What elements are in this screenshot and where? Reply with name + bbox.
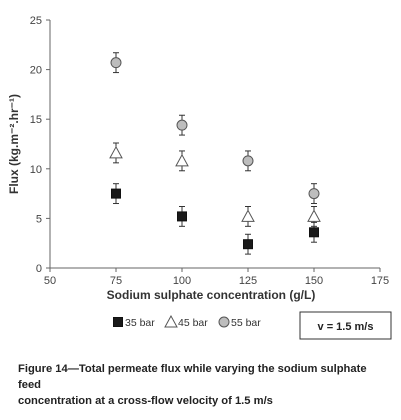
legend: 35 bar 45 bar 55 bar — [113, 314, 261, 329]
x-tick-label: 75 — [110, 275, 122, 287]
point-45-bar — [241, 209, 255, 222]
point-55-bar — [176, 119, 188, 131]
y-tick-label: 20 — [30, 65, 42, 77]
x-axis-label: Sodium sulphate concentration (g/L) — [107, 288, 316, 302]
x-tick-label: 175 — [371, 275, 389, 287]
caption-line-1: Figure 14—Total permeate flux while vary… — [18, 363, 367, 391]
annotation-text: v = 1.5 m/s — [318, 321, 374, 333]
chart: 0 5 10 15 20 25 50 75 100 125 150 175 Sodium sulphat… — [7, 15, 392, 340]
point-55-bar — [110, 57, 122, 69]
point-45-bar — [175, 153, 189, 167]
legend-label-45-bar: 45 bar — [178, 317, 208, 329]
y-tick-label: 15 — [30, 114, 42, 126]
axes: 0 5 10 15 20 25 50 75 100 125 150 175 Sodium sulphat… — [7, 15, 389, 302]
y-tick-label: 5 — [36, 213, 42, 225]
legend-label-55-bar: 55 bar — [231, 317, 261, 329]
x-tick-label: 100 — [173, 275, 191, 287]
y-tick-label: 10 — [30, 164, 42, 176]
legend-label-35-bar: 35 bar — [125, 317, 155, 329]
point-35-bar — [309, 227, 319, 238]
figure-caption: Figure 14—Total permeate flux while vary… — [18, 361, 390, 409]
annotation-box: v = 1.5 m/s — [299, 311, 392, 340]
point-35-bar — [111, 188, 121, 199]
x-tick-label: 150 — [305, 275, 323, 287]
caption-line-2: concentration at a cross-flow velocity o… — [18, 395, 273, 407]
point-35-bar — [177, 211, 187, 222]
data-marks — [109, 52, 321, 255]
y-axis-label: Flux (kg.m⁻².hr⁻¹) — [7, 94, 21, 194]
annotation-frame — [299, 311, 392, 340]
point-55-bar — [308, 188, 320, 200]
point-45-bar — [109, 145, 123, 159]
point-55-bar — [242, 155, 254, 167]
y-tick-label: 25 — [30, 15, 42, 27]
x-tick-label: 50 — [44, 275, 56, 287]
legend-marker-35-bar — [113, 317, 123, 327]
legend-marker-45-bar — [164, 314, 178, 328]
x-tick-label: 125 — [239, 275, 257, 287]
legend-marker-55-bar — [218, 316, 230, 328]
point-35-bar — [243, 239, 253, 250]
point-45-bar — [307, 209, 321, 222]
y-tick-label: 0 — [36, 263, 42, 275]
